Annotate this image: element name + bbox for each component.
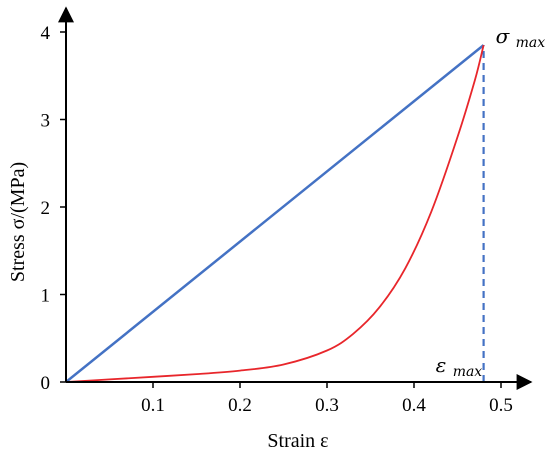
x-tick-label: 0.4 — [402, 395, 426, 416]
x-tick-label: 0.1 — [141, 395, 165, 416]
sigma-max-annotation: σ max — [496, 24, 546, 51]
x-axis-title: Strain ε — [267, 430, 328, 452]
tick-layer: 0.1 0.2 0.3 0.4 0.5 0 1 2 3 4 — [41, 23, 513, 416]
sigma-max-symbol: σ — [496, 24, 511, 48]
y-tick-label: 1 — [41, 286, 51, 307]
y-tick-label: 4 — [41, 23, 51, 44]
y-tick-label: 0 — [41, 373, 51, 394]
x-tick-label: 0.3 — [315, 395, 339, 416]
series-layer — [65, 44, 485, 383]
epsilon-max-annotation: ε max — [436, 353, 483, 380]
epsilon-max-symbol: ε — [436, 353, 447, 377]
linear-series-line — [65, 44, 485, 383]
y-tick-label: 3 — [41, 111, 51, 132]
x-tick-label: 0.2 — [228, 395, 252, 416]
x-tick-label: 0.5 — [489, 395, 513, 416]
epsilon-max-subscript: max — [453, 364, 483, 380]
nonlinear-series-curve — [65, 44, 485, 383]
y-tick-label: 2 — [41, 198, 51, 219]
sigma-max-subscript: max — [516, 35, 546, 51]
y-axis-title: Stress σ/(MPa) — [7, 162, 29, 282]
